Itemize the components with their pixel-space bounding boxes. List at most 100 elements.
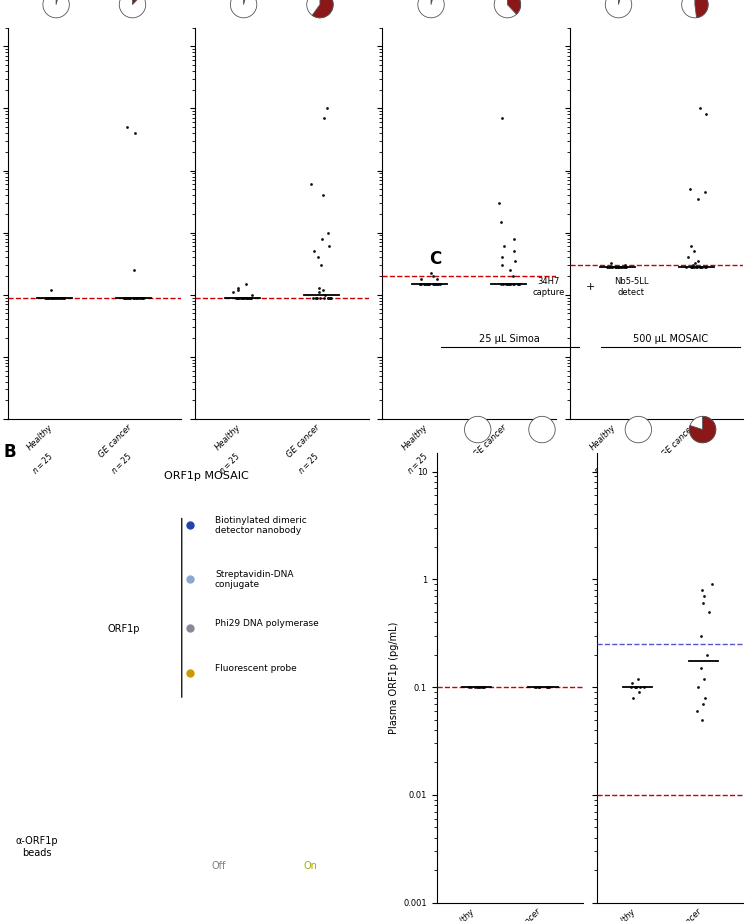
Point — [495, 276, 507, 291]
Point — [704, 604, 716, 619]
Text: ORF1p: ORF1p — [107, 624, 140, 634]
Wedge shape — [508, 0, 520, 14]
Point — [700, 260, 712, 274]
Point — [701, 647, 713, 662]
Point — [415, 276, 427, 291]
Point — [432, 276, 444, 291]
Point — [134, 290, 146, 305]
Text: Biotinylated dimeric
detector nanobody: Biotinylated dimeric detector nanobody — [215, 516, 306, 535]
Point — [51, 290, 63, 305]
Text: Healthy: Healthy — [608, 907, 638, 921]
Point — [421, 276, 433, 291]
Point — [427, 269, 439, 284]
Text: 500 μL MOSAIC: 500 μL MOSAIC — [633, 334, 708, 344]
Point — [45, 290, 57, 305]
Point — [688, 244, 700, 259]
Text: $n = 25$: $n = 25$ — [483, 450, 508, 476]
Point — [240, 290, 252, 305]
Point — [686, 260, 698, 274]
Point — [305, 177, 317, 192]
Point — [529, 680, 541, 694]
Point — [511, 276, 523, 291]
Wedge shape — [689, 416, 716, 443]
Point — [630, 680, 642, 694]
Point — [318, 287, 330, 302]
Point — [237, 290, 249, 305]
Text: $n = 25$: $n = 25$ — [404, 450, 430, 476]
Point — [42, 290, 54, 305]
Point — [239, 290, 251, 305]
Point — [56, 290, 68, 305]
Point — [419, 276, 431, 291]
Point — [421, 276, 433, 291]
Point — [543, 680, 555, 694]
Wedge shape — [132, 0, 141, 5]
Point — [39, 290, 51, 305]
Point — [137, 290, 149, 305]
Point — [131, 290, 143, 305]
Point — [613, 260, 625, 274]
Point — [56, 290, 68, 305]
Point — [503, 276, 515, 291]
Point — [698, 589, 710, 603]
Text: $n = 25$: $n = 25$ — [108, 450, 134, 476]
Wedge shape — [431, 0, 434, 5]
Point — [48, 290, 60, 305]
Point — [322, 226, 334, 240]
Point — [130, 290, 142, 305]
Text: Healthy: Healthy — [448, 907, 477, 921]
Point — [620, 260, 632, 274]
Point — [314, 290, 326, 305]
Text: 25 μL Simoa: 25 μL Simoa — [479, 334, 540, 344]
Point — [244, 290, 256, 305]
Point — [696, 260, 708, 274]
Point — [119, 290, 131, 305]
Point — [414, 276, 426, 291]
Point — [130, 290, 142, 305]
Point — [542, 680, 554, 694]
Point — [541, 680, 553, 694]
Point — [612, 260, 624, 274]
Point — [507, 269, 519, 284]
Point — [233, 280, 245, 295]
Circle shape — [465, 416, 491, 443]
Point — [124, 290, 136, 305]
Point — [613, 260, 625, 274]
Point — [318, 290, 330, 305]
Point — [532, 680, 544, 694]
Point — [51, 290, 63, 305]
Point — [687, 258, 699, 273]
Point — [686, 260, 698, 274]
Text: GE cancer: GE cancer — [659, 423, 696, 460]
Point — [698, 596, 710, 611]
Point — [128, 290, 140, 305]
Point — [42, 290, 54, 305]
Text: Healthy: Healthy — [213, 423, 243, 452]
Point — [508, 276, 520, 291]
Point — [513, 276, 525, 291]
Point — [611, 260, 623, 274]
Point — [118, 290, 130, 305]
Text: ORF1p MOSAIC: ORF1p MOSAIC — [164, 471, 249, 481]
Point — [626, 675, 638, 690]
Point — [615, 260, 627, 274]
Wedge shape — [56, 0, 59, 5]
Circle shape — [306, 0, 333, 17]
Point — [478, 680, 490, 694]
Point — [612, 260, 624, 274]
Point — [126, 290, 138, 305]
Text: B: B — [4, 443, 17, 461]
Point — [505, 262, 517, 277]
Point — [606, 260, 618, 274]
Point — [496, 276, 508, 291]
Point — [324, 239, 336, 254]
Point — [617, 260, 629, 274]
Point — [692, 253, 704, 268]
Point — [119, 290, 131, 305]
Point — [228, 285, 240, 299]
Point — [313, 285, 325, 299]
Point — [324, 290, 336, 305]
Point — [425, 266, 437, 281]
Point — [243, 290, 255, 305]
Point — [476, 680, 488, 694]
